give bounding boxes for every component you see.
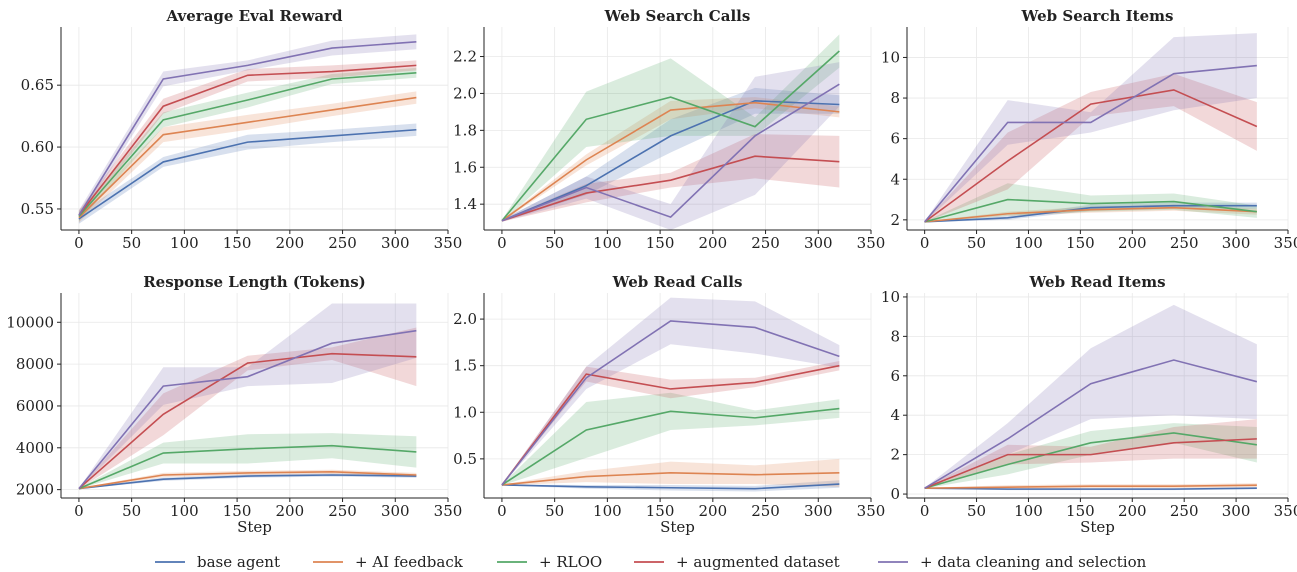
x-tick-label: 350 <box>1274 502 1297 520</box>
x-tick-label: 200 <box>1118 234 1147 252</box>
y-tick-label: 4000 <box>16 439 54 457</box>
x-tick-label: 250 <box>328 502 357 520</box>
subplot-title: Web Read Calls <box>612 273 743 291</box>
y-tick-label: 0.55 <box>21 200 54 218</box>
x-axis-label: Step <box>1080 518 1115 536</box>
x-tick-label: 250 <box>1170 502 1199 520</box>
x-tick-label: 300 <box>381 502 410 520</box>
y-tick-label: 1.8 <box>453 121 477 139</box>
y-tick-label: 2 <box>890 211 900 229</box>
subplot-3: 0 50 100 150 200 250 300 350 2 4 6 8 10 Web Search It… <box>881 7 1297 252</box>
x-tick-label: 100 <box>170 234 199 252</box>
y-tick-label: 0.60 <box>21 138 54 156</box>
x-tick-label: 200 <box>699 502 728 520</box>
y-tick-label: 8000 <box>16 355 54 373</box>
y-tick-label: 10 <box>881 48 900 66</box>
subplot-2: 0 50 100 150 200 250 300 350 1.4 1.6 1.8 2.0 2.2 Web … <box>453 7 885 252</box>
legend-label: base agent <box>197 553 280 571</box>
y-tick-label: 8 <box>890 89 900 107</box>
x-tick-label: 0 <box>920 502 930 520</box>
legend-label: + RLOO <box>539 553 602 571</box>
y-tick-label: 6000 <box>16 397 54 415</box>
x-tick-label: 50 <box>545 234 564 252</box>
y-tick-label: 4 <box>890 170 900 188</box>
x-tick-label: 250 <box>751 502 780 520</box>
subplot-title: Web Read Items <box>1028 273 1165 291</box>
y-tick-label: 1.5 <box>453 357 477 375</box>
subplot-title: Response Length (Tokens) <box>143 273 366 291</box>
x-tick-label: 0 <box>497 502 507 520</box>
subplot-6: 0 50 100 150 200 250 300 350 0 2 4 6 8 10 Web Read Ite… <box>881 273 1297 536</box>
y-tick-label: 10000 <box>6 313 54 331</box>
x-tick-label: 200 <box>276 502 305 520</box>
y-tick-label: 6 <box>890 367 900 385</box>
y-tick-label: 1.6 <box>453 158 477 176</box>
x-tick-label: 50 <box>545 502 564 520</box>
x-tick-label: 50 <box>967 502 986 520</box>
x-tick-label: 300 <box>1222 502 1251 520</box>
y-tick-label: 1.0 <box>453 403 477 421</box>
x-tick-label: 350 <box>857 234 886 252</box>
x-tick-label: 0 <box>74 234 84 252</box>
subplot-title: Web Search Items <box>1021 7 1174 25</box>
legend-label: + augmented dataset <box>676 553 840 571</box>
y-tick-label: 0 <box>890 485 900 503</box>
x-tick-label: 300 <box>381 234 410 252</box>
x-tick-label: 50 <box>122 502 141 520</box>
subplot-5: 0 50 100 150 200 250 300 3500.51.01.52.0Web Rea… <box>453 273 885 536</box>
subplot-4: 0 50 100 150 200 250 300 3502000400060008000100… <box>6 273 462 536</box>
x-tick-label: 150 <box>223 234 252 252</box>
x-tick-label: 100 <box>1014 234 1043 252</box>
x-tick-label: 0 <box>74 502 84 520</box>
y-tick-label: 2.0 <box>453 310 477 328</box>
subplot-1: 0 50 100 150 200 250 300 350 0.55 0.60 0.65 Average… <box>21 7 463 252</box>
y-tick-label: 2000 <box>16 481 54 499</box>
legend-label: + AI feedback <box>355 553 464 571</box>
x-tick-label: 250 <box>751 234 780 252</box>
subplot-title: Web Search Calls <box>604 7 751 25</box>
subplot-title: Average Eval Reward <box>166 7 343 25</box>
y-tick-label: 0.65 <box>21 76 54 94</box>
x-tick-label: 300 <box>804 234 833 252</box>
x-tick-label: 350 <box>434 502 463 520</box>
x-tick-label: 0 <box>497 234 507 252</box>
x-tick-label: 150 <box>1066 234 1095 252</box>
x-tick-label: 300 <box>1222 234 1251 252</box>
x-tick-label: 200 <box>276 234 305 252</box>
x-tick-label: 200 <box>1118 502 1147 520</box>
x-tick-label: 150 <box>646 234 675 252</box>
x-tick-label: 50 <box>122 234 141 252</box>
y-tick-label: 2.0 <box>453 84 477 102</box>
x-tick-label: 100 <box>593 502 622 520</box>
x-tick-label: 350 <box>857 502 886 520</box>
x-tick-label: 100 <box>1014 502 1043 520</box>
y-tick-label: 2.2 <box>453 48 477 66</box>
y-tick-label: 0.5 <box>453 450 477 468</box>
y-tick-label: 6 <box>890 130 900 148</box>
y-tick-label: 1.4 <box>453 195 477 213</box>
legend: base agent + AI feedback + RLOO + augmented… <box>155 553 1147 571</box>
x-axis-label: Step <box>660 518 695 536</box>
x-tick-label: 100 <box>170 502 199 520</box>
x-tick-label: 350 <box>434 234 463 252</box>
x-tick-label: 250 <box>328 234 357 252</box>
y-tick-label: 4 <box>890 406 900 424</box>
x-tick-label: 0 <box>920 234 930 252</box>
x-tick-label: 250 <box>1170 234 1199 252</box>
x-tick-label: 50 <box>967 234 986 252</box>
x-tick-label: 350 <box>1274 234 1297 252</box>
x-tick-label: 100 <box>593 234 622 252</box>
x-axis-label: Step <box>237 518 272 536</box>
legend-label: + data cleaning and selection <box>920 553 1147 571</box>
y-tick-label: 10 <box>881 288 900 306</box>
y-tick-label: 8 <box>890 327 900 345</box>
y-tick-label: 2 <box>890 446 900 464</box>
x-tick-label: 300 <box>804 502 833 520</box>
x-tick-label: 200 <box>699 234 728 252</box>
